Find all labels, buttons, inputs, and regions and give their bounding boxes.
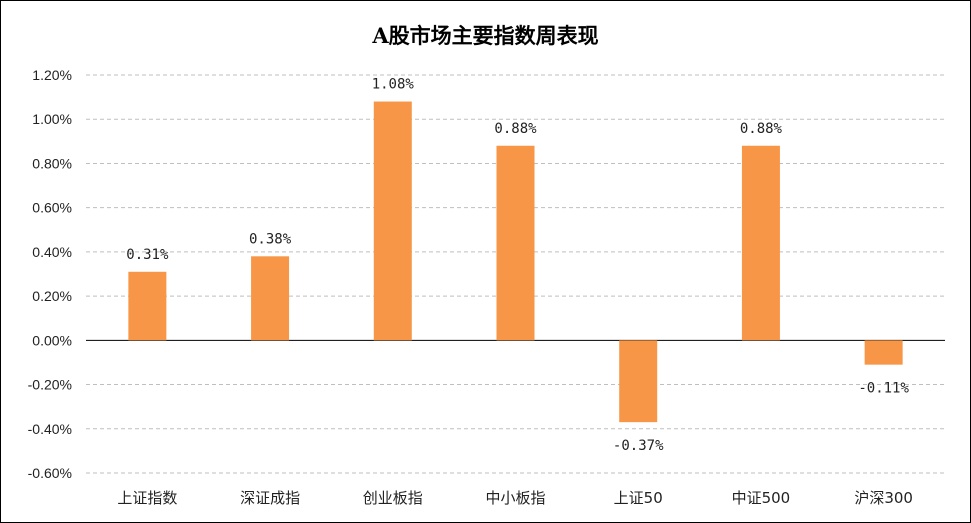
data-label: 0.38% xyxy=(249,231,292,247)
bar xyxy=(864,340,903,365)
x-axis-category-labels: 上证指数 深证成指 创业板指 中小板指 上证50 中证500 沪深300 xyxy=(117,489,913,507)
data-label: 1.08% xyxy=(372,77,415,93)
category-label: 深证成指 xyxy=(240,489,300,507)
y-tick-label: -0.20% xyxy=(28,377,72,393)
category-label: 中小板指 xyxy=(485,489,545,507)
y-tick-label: 0.40% xyxy=(32,244,72,260)
category-label: 创业板指 xyxy=(363,489,423,507)
bar xyxy=(619,340,658,423)
data-label: 0.88% xyxy=(494,121,537,137)
bar xyxy=(741,145,780,341)
y-tick-label: 0.80% xyxy=(32,155,72,171)
data-label: 0.88% xyxy=(740,121,783,137)
y-tick-label: -0.40% xyxy=(28,421,72,437)
y-tick-label: 1.20% xyxy=(32,67,72,83)
y-tick-label: 0.60% xyxy=(32,200,72,216)
data-label: -0.37% xyxy=(613,438,664,454)
category-label: 上证50 xyxy=(614,489,663,507)
y-tick-label: 0.20% xyxy=(32,288,72,304)
y-tick-label: 0.00% xyxy=(32,332,72,348)
bar xyxy=(128,271,167,341)
category-label: 中证500 xyxy=(732,489,791,507)
chart-title: A股市场主要指数周表现 xyxy=(372,23,599,48)
y-axis-tick-labels: 1.20% 1.00% 0.80% 0.60% 0.40% 0.20% 0.00% -0.20… xyxy=(28,67,72,481)
data-label: -0.11% xyxy=(858,381,909,397)
bar xyxy=(373,101,412,341)
bar xyxy=(496,145,535,341)
y-tick-label: -0.60% xyxy=(28,465,72,481)
bar xyxy=(251,256,290,341)
y-tick-label: 1.00% xyxy=(32,111,72,127)
data-label: 0.31% xyxy=(126,247,169,263)
category-label: 上证指数 xyxy=(117,489,177,507)
category-label: 沪深300 xyxy=(854,489,913,507)
bars xyxy=(128,101,903,423)
data-labels: 0.31% 0.38% 1.08% 0.88% -0.37% 0.88% -0.11% xyxy=(126,77,909,455)
